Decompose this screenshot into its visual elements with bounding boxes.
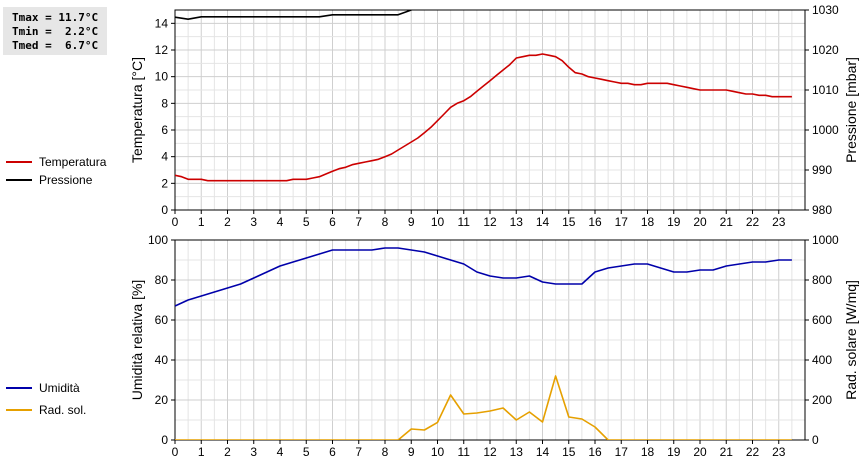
x-tick-label-bottom: 2 — [224, 445, 231, 459]
y-tick-label-bottom: 20 — [155, 393, 169, 407]
x-tick-label-bottom: 14 — [536, 445, 550, 459]
y2-tick-label-bottom: 200 — [812, 393, 832, 407]
x-tick-label-top: 15 — [562, 215, 576, 229]
series-line-umidit — [175, 247, 792, 307]
y-tick-label-top: 2 — [161, 176, 168, 190]
chart-top: 0 1 2 3 4 5 6 7 8 9 10 11 12 13 14 15 16 17 18 19 20 21 22 2302… — [129, 3, 859, 229]
y2-tick-label-bottom: 1000 — [812, 233, 839, 247]
y-tick-label-top: 6 — [161, 123, 168, 137]
x-tick-label-bottom: 7 — [355, 445, 362, 459]
x-tick-label-top: 20 — [693, 215, 707, 229]
y-tick-label-bottom: 60 — [155, 313, 169, 327]
x-tick-label-bottom: 5 — [303, 445, 310, 459]
x-tick-label-top: 14 — [536, 215, 550, 229]
x-tick-label-bottom: 23 — [772, 445, 786, 459]
legend-swatch-umidita — [6, 387, 32, 389]
y2-axis-title-bottom: Rad. solare [W/mq] — [843, 280, 859, 400]
x-tick-label-bottom: 20 — [693, 445, 707, 459]
y-tick-label-bottom: 80 — [155, 273, 169, 287]
y2-tick-label-top: 1030 — [812, 3, 839, 17]
x-tick-label-bottom: 3 — [250, 445, 257, 459]
x-tick-label-bottom: 6 — [329, 445, 336, 459]
y2-tick-label-bottom: 0 — [812, 433, 819, 447]
y-tick-label-top: 4 — [161, 150, 168, 164]
series-line-temperatura — [175, 53, 792, 182]
x-tick-label-bottom: 13 — [510, 445, 524, 459]
legend-swatch-temperatura — [6, 161, 32, 163]
x-tick-label-bottom: 12 — [483, 445, 497, 459]
x-tick-label-bottom: 4 — [277, 445, 284, 459]
y2-tick-label-bottom: 400 — [812, 353, 832, 367]
y2-tick-label-top: 1000 — [812, 123, 839, 137]
stats-box: Tmax = 11.7°C Tmin = 2.2°C Tmed = 6.7°C — [3, 7, 107, 55]
y-tick-label-top: 0 — [161, 203, 168, 217]
x-tick-label-bottom: 1 — [198, 445, 205, 459]
x-tick-label-top: 6 — [329, 215, 336, 229]
y2-tick-label-top: 990 — [812, 163, 832, 177]
x-tick-label-top: 2 — [224, 215, 231, 229]
x-tick-label-top: 13 — [510, 215, 524, 229]
x-tick-label-top: 11 — [458, 215, 471, 229]
x-tick-label-bottom: 16 — [588, 445, 602, 459]
y-tick-label-top: 8 — [161, 96, 168, 110]
y2-tick-label-top: 1010 — [812, 83, 839, 97]
x-tick-label-top: 19 — [667, 215, 681, 229]
y-tick-label-bottom: 0 — [161, 433, 168, 447]
y-tick-label-top: 14 — [155, 16, 169, 30]
x-tick-label-top: 9 — [408, 215, 415, 229]
x-tick-label-bottom: 0 — [172, 445, 179, 459]
y2-tick-label-top: 1020 — [812, 43, 839, 57]
legend-label-umidita: Umidità — [39, 381, 80, 395]
x-tick-label-bottom: 11 — [458, 445, 471, 459]
legend-label-pressione: Pressione — [39, 173, 93, 187]
x-tick-label-top: 12 — [483, 215, 497, 229]
x-tick-label-top: 17 — [615, 215, 629, 229]
series-line-rad-sol — [175, 375, 792, 440]
x-tick-label-top: 4 — [277, 215, 284, 229]
legend-label-radsol: Rad. sol. — [39, 403, 87, 417]
x-tick-label-bottom: 9 — [408, 445, 415, 459]
y2-tick-label-bottom: 600 — [812, 313, 832, 327]
x-tick-label-top: 16 — [588, 215, 602, 229]
x-tick-label-bottom: 18 — [641, 445, 655, 459]
x-tick-label-top: 10 — [431, 215, 445, 229]
x-tick-label-bottom: 21 — [720, 445, 734, 459]
y2-tick-label-bottom: 800 — [812, 273, 832, 287]
x-tick-label-top: 7 — [355, 215, 362, 229]
x-tick-label-top: 21 — [720, 215, 734, 229]
y-tick-label-bottom: 100 — [148, 233, 168, 247]
y2-axis-title-top: Pressione [mbar] — [843, 57, 859, 163]
y-tick-label-bottom: 40 — [155, 353, 169, 367]
chart-bottom: 0 1 2 3 4 5 6 7 8 9 10 11 12 13 14 15 16 17 18 19 20 21 22 2302… — [129, 233, 859, 459]
y-axis-title-top: Temperatura [°C] — [129, 57, 145, 163]
x-tick-label-top: 3 — [250, 215, 257, 229]
x-tick-label-bottom: 19 — [667, 445, 681, 459]
x-tick-label-top: 22 — [746, 215, 760, 229]
x-tick-label-top: 5 — [303, 215, 310, 229]
x-tick-label-bottom: 17 — [615, 445, 629, 459]
x-tick-label-top: 1 — [198, 215, 205, 229]
y2-tick-label-top: 980 — [812, 203, 832, 217]
y-tick-label-top: 10 — [155, 70, 169, 84]
series-line-pressione — [175, 10, 412, 21]
legend-label-temperatura: Temperatura — [39, 155, 107, 169]
x-tick-label-top: 18 — [641, 215, 655, 229]
x-tick-label-top: 23 — [772, 215, 786, 229]
x-tick-label-top: 0 — [172, 215, 179, 229]
legend-swatch-radsol — [6, 409, 32, 411]
x-tick-label-top: 8 — [382, 215, 389, 229]
legend-swatch-pressione — [6, 179, 32, 181]
y-tick-label-top: 12 — [155, 43, 169, 57]
x-tick-label-bottom: 10 — [431, 445, 445, 459]
x-tick-label-bottom: 15 — [562, 445, 576, 459]
y-axis-title-bottom: Umidità relativa [%] — [129, 280, 145, 401]
stat-tmin: Tmin = 2.2°C — [12, 25, 99, 38]
stat-tmax: Tmax = 11.7°C — [12, 11, 99, 24]
x-tick-label-bottom: 22 — [746, 445, 760, 459]
stat-tmed: Tmed = 6.7°C — [12, 39, 99, 52]
x-tick-label-bottom: 8 — [382, 445, 389, 459]
